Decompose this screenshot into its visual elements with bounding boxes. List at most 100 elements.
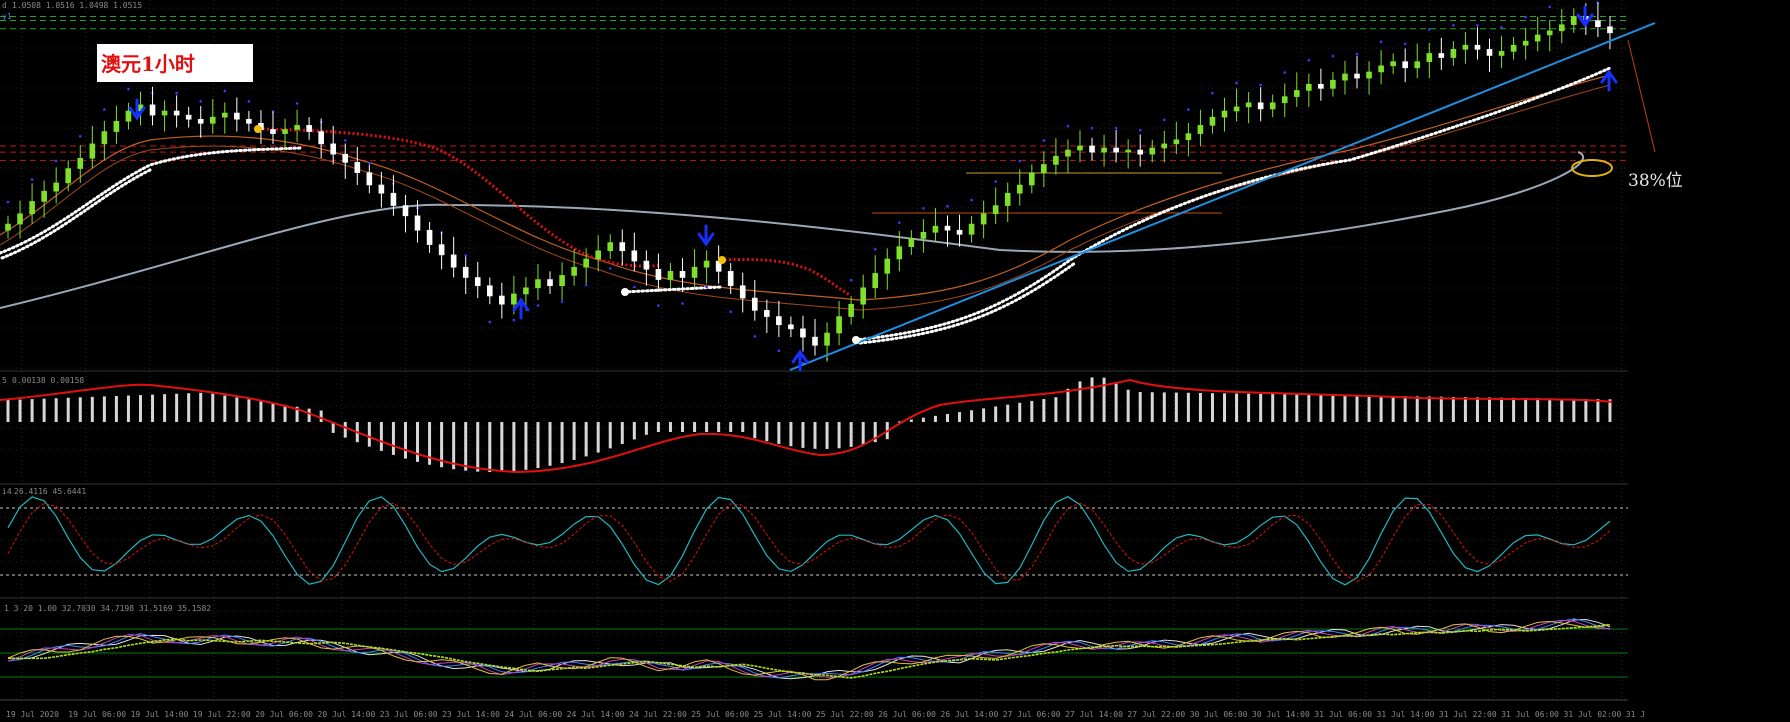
macd-bar [572,422,576,460]
candle [776,316,782,326]
macd-bar [1331,395,1335,422]
candle [679,271,686,278]
candle [1342,73,1348,81]
macd-bar [66,397,70,422]
sar-dot [1331,54,1335,58]
ema-trail-white [0,168,152,260]
candle [390,192,397,206]
macd-bar [235,397,239,422]
candle [1378,65,1384,73]
candle [1390,61,1396,67]
macd-bar [500,422,504,472]
sar-dot [560,300,564,303]
candle [583,258,589,268]
candle [764,310,770,317]
sar-dot [103,108,106,111]
macd-bar [753,422,757,439]
candle [655,268,662,280]
x-tick-label: 20 Jul 06:00 [255,710,313,719]
macd-bar [54,398,58,422]
macd-bar [114,395,118,422]
x-tick-label: 30 Jul 14:00 [1252,710,1310,719]
macd-bar [1343,395,1347,422]
candle [1293,90,1300,97]
sar-dot [1283,71,1287,74]
candle [330,143,337,155]
candle [1366,71,1372,79]
price-header: 1.0508 1.0516 1.0498 1.0515 [12,1,143,10]
marker-dot [621,288,629,296]
candle [234,112,240,120]
macd-bar [524,422,528,470]
macd-bar [1596,399,1600,422]
macd-bar [307,408,311,422]
macd-bar [295,406,299,422]
candle [29,201,35,215]
candle [1077,145,1083,151]
x-tick-label: 25 Jul 22:00 [815,710,874,719]
candle [173,110,180,116]
macd-bar [1560,398,1564,422]
candle [1197,125,1204,134]
target-ellipse [1571,159,1613,177]
candle [956,229,963,235]
candle [547,279,553,287]
macd-bar [1391,395,1395,422]
candle [378,184,385,194]
x-tick-label: 20 Jul 14:00 [317,710,376,719]
candle [197,118,204,124]
macd-bar [452,422,456,470]
candle [1318,83,1324,89]
candle [161,110,168,116]
candle [1510,44,1517,52]
candle [5,223,11,231]
macd-bar [428,422,432,465]
rsi-smooth [8,623,1611,679]
x-tick-label: 27 Jul 14:00 [1065,710,1123,719]
candle [980,213,987,225]
macd-bar [705,422,709,432]
rsi-line [7,618,1611,679]
candle [113,120,120,132]
sar-dot [681,302,684,305]
macd-bar [717,422,721,432]
sar-dot [1162,118,1166,122]
macd-bar [331,422,335,433]
macd-bar [536,422,540,469]
macd-bar [1054,397,1058,422]
macd-bar [632,422,636,440]
sar-dot [464,254,468,257]
sar-dot [1524,15,1527,19]
price-sub: y1 [2,12,12,21]
candle [511,293,517,305]
macd-bar [1415,396,1419,422]
candle [1498,51,1505,56]
sar-dot [849,278,853,282]
sar-dot [247,100,251,103]
sar-dot [994,180,997,183]
macd-bar [668,422,672,432]
candle [414,215,421,231]
macd-bar [1090,377,1094,422]
candle [77,157,84,169]
candle [1245,102,1252,108]
macd-bar [138,395,142,422]
macd-bar [1584,398,1588,422]
candle [703,260,710,268]
projection-line [1627,39,1656,153]
sar-dot [295,102,299,105]
candle [595,250,601,260]
macd-bar [909,419,913,422]
candle [222,112,228,118]
candle [1029,172,1035,186]
macd-bar [1608,399,1612,422]
macd-bar [464,422,468,471]
stoch-main [7,496,1611,586]
sar-dot [584,283,588,287]
candle [53,182,59,192]
macd-bar [126,395,130,422]
sar-dot [1355,52,1359,56]
candle [1595,20,1601,28]
candle [1558,24,1565,32]
